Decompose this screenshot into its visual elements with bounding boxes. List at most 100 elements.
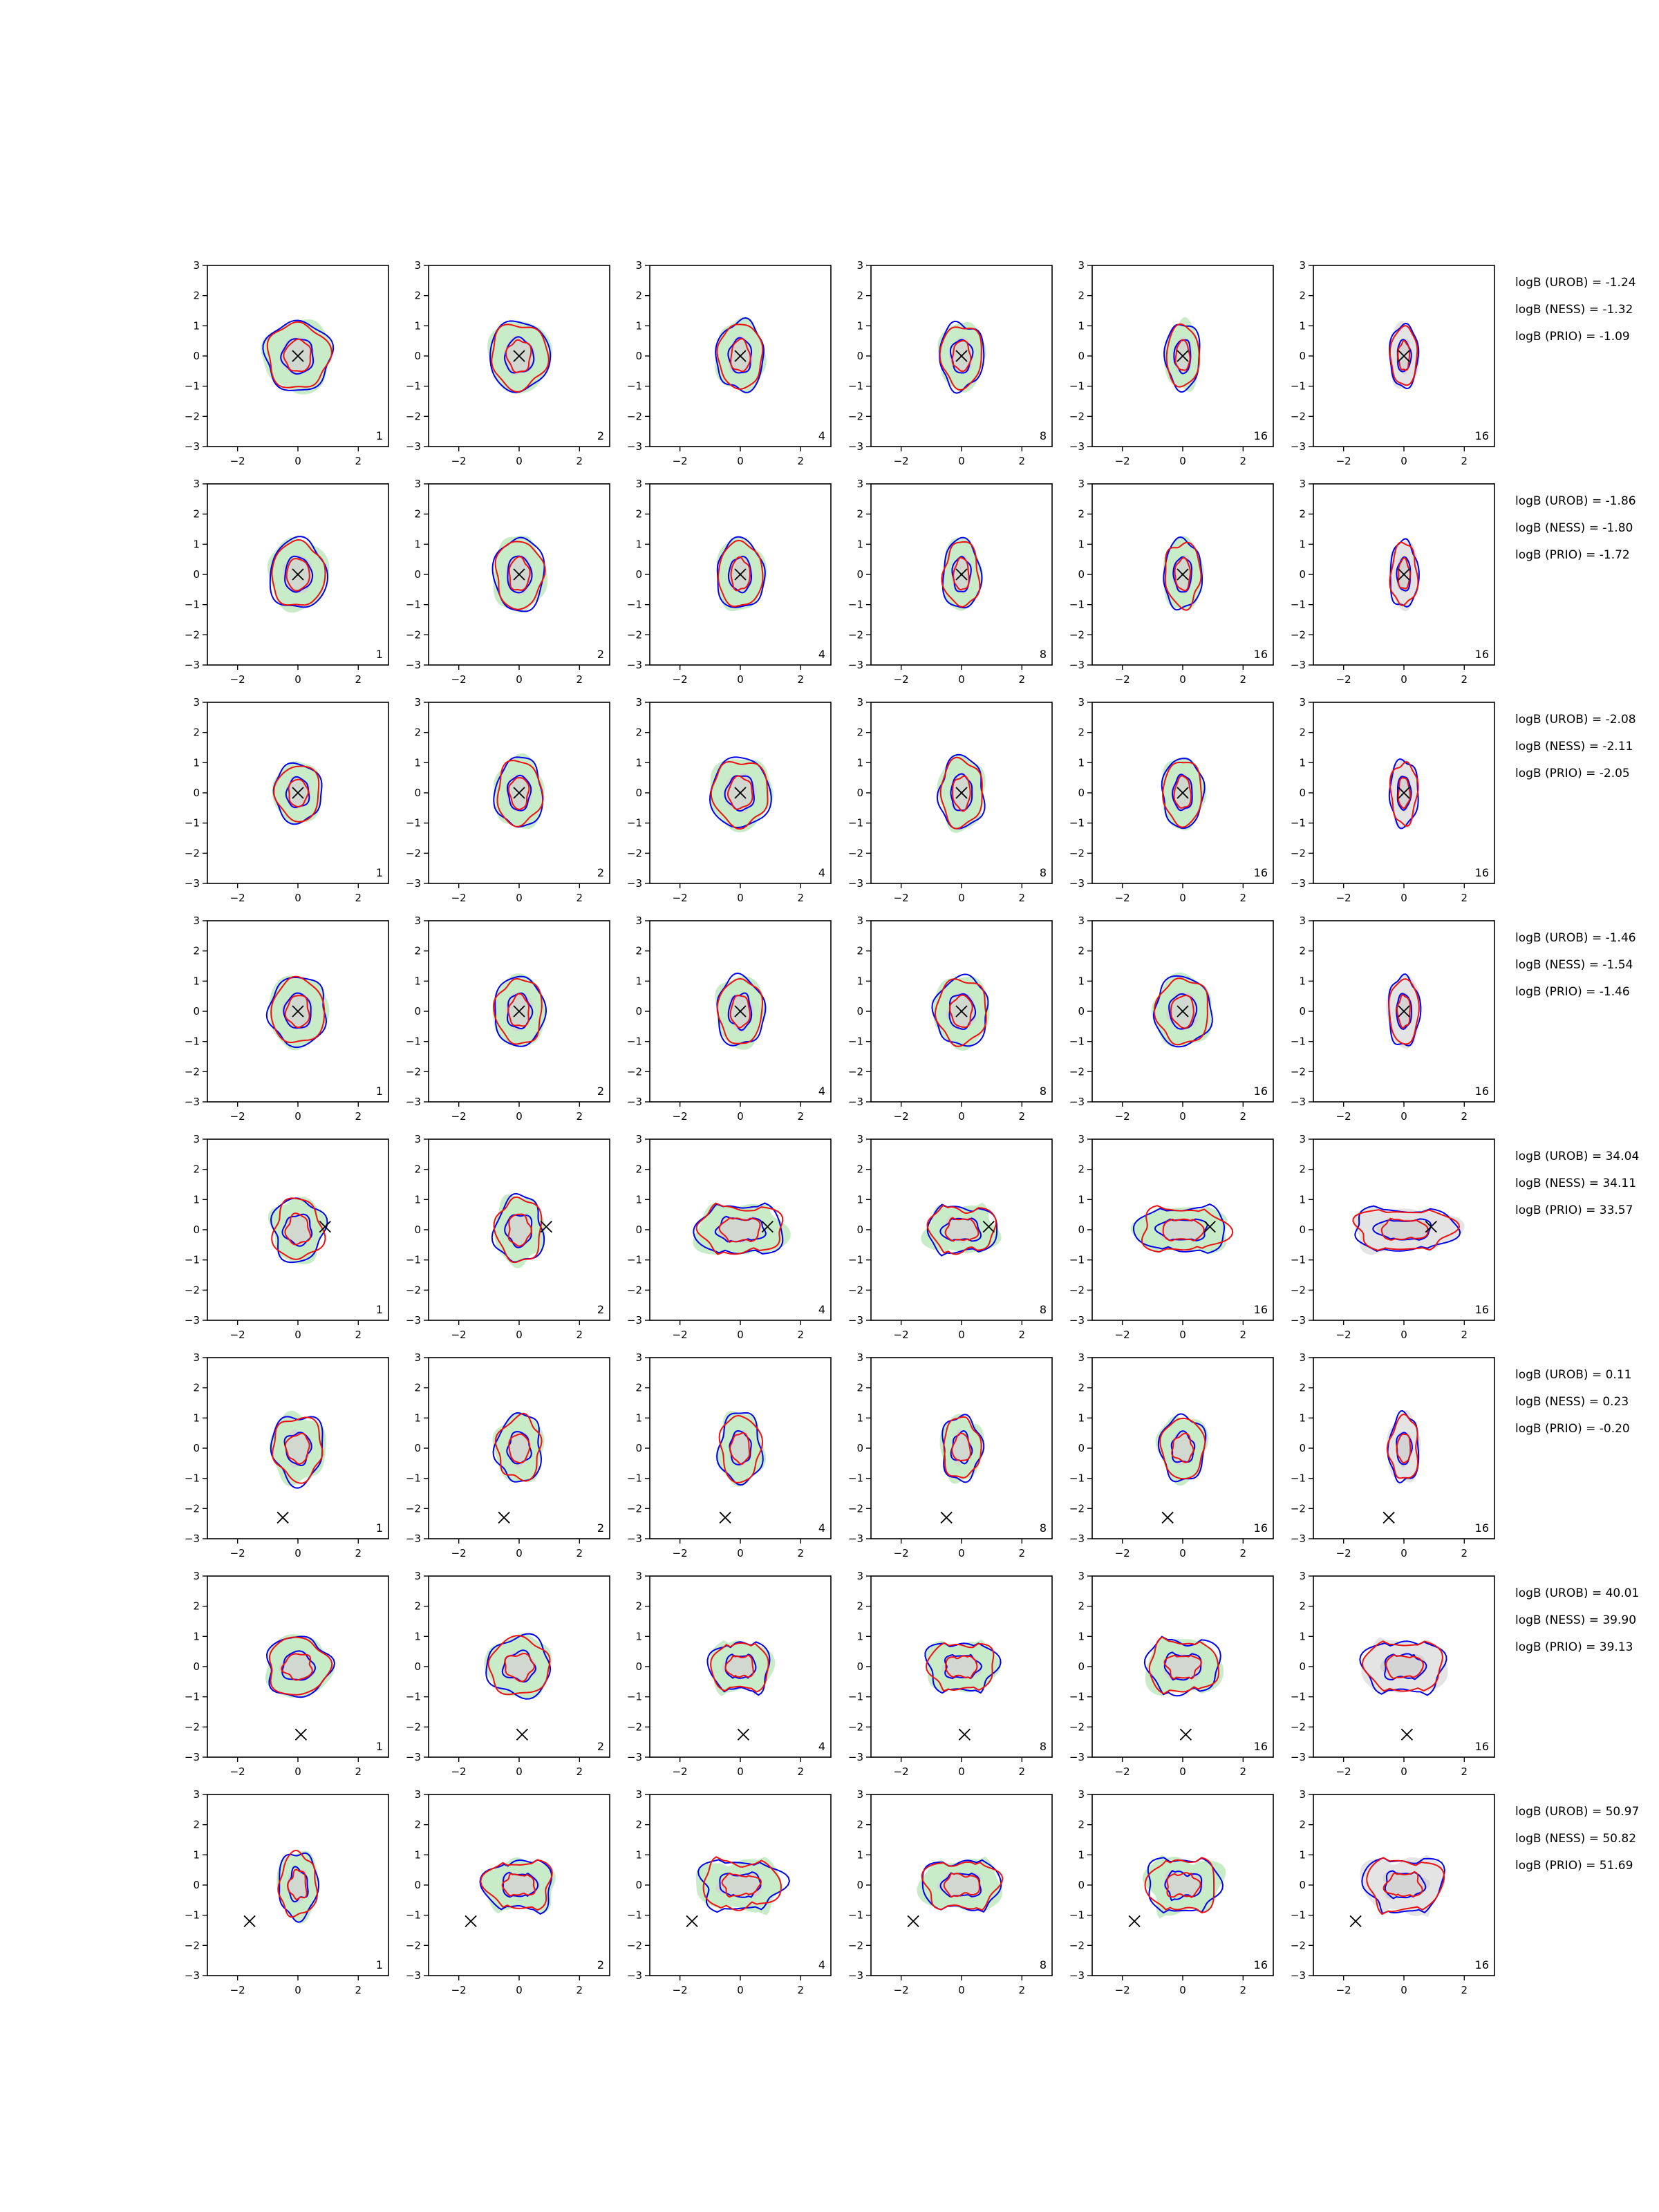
y-tick-label: −1 bbox=[848, 599, 863, 611]
y-tick-label: −2 bbox=[1069, 1721, 1085, 1733]
x-tick-label: −2 bbox=[894, 892, 909, 904]
panel-number-label: 2 bbox=[597, 1958, 604, 1971]
y-tick-label: −3 bbox=[406, 1533, 421, 1545]
logb-annotation: logB (NESS) = 34.11 bbox=[1515, 1177, 1636, 1190]
red-contour-outer bbox=[1144, 1857, 1215, 1914]
y-tick-label: −3 bbox=[1291, 1969, 1306, 1982]
x-tick-label: 0 bbox=[516, 455, 523, 467]
panel-number-label: 16 bbox=[1475, 1303, 1489, 1316]
y-tick-label: −1 bbox=[185, 817, 200, 830]
x-tick-label: 2 bbox=[577, 1110, 583, 1123]
x-tick-label: 0 bbox=[1400, 1984, 1407, 1996]
y-tick-label: −3 bbox=[1291, 1096, 1306, 1108]
logb-annotation: logB (NESS) = -1.80 bbox=[1515, 521, 1633, 535]
panel-r6-c2: −2 0 2 3 2 1 0 −1 −2 −3 2 bbox=[406, 1351, 610, 1559]
x-tick-label: 0 bbox=[1400, 673, 1407, 686]
panel-contours bbox=[276, 1849, 320, 1924]
y-tick-label: 1 bbox=[1299, 319, 1306, 332]
y-tick-label: −2 bbox=[406, 1065, 421, 1078]
y-tick-label: 1 bbox=[414, 1412, 421, 1424]
y-tick-label: 3 bbox=[1078, 696, 1085, 709]
red-contour-outer bbox=[702, 1856, 782, 1911]
y-tick-label: 3 bbox=[635, 915, 642, 927]
x-tick-label: −2 bbox=[1336, 1765, 1351, 1778]
x-tick-label: −2 bbox=[230, 673, 245, 686]
x-tick-label: 2 bbox=[577, 1329, 583, 1341]
red-contour-inner bbox=[729, 1432, 751, 1465]
red-contour-outer bbox=[695, 1202, 784, 1255]
panel-r1-c4: −2 0 2 3 2 1 0 −1 −2 −3 8 bbox=[848, 259, 1053, 467]
panel-contours bbox=[1352, 1205, 1465, 1255]
x-tick-label: 2 bbox=[1461, 455, 1468, 467]
filled-density-inner bbox=[501, 1872, 541, 1897]
y-tick-label: −1 bbox=[627, 1909, 642, 1922]
y-tick-label: 1 bbox=[635, 319, 642, 332]
panel-contours bbox=[695, 1856, 791, 1915]
x-tick-label: −2 bbox=[1336, 673, 1351, 686]
x-tick-label: 2 bbox=[577, 892, 583, 904]
blue-contour-outer bbox=[1361, 1857, 1445, 1915]
y-tick-label: 3 bbox=[1299, 1788, 1306, 1801]
y-tick-label: 3 bbox=[856, 1351, 863, 1364]
x-tick-label: −2 bbox=[1115, 673, 1130, 686]
y-tick-label: 3 bbox=[1078, 915, 1085, 927]
y-tick-label: −3 bbox=[1069, 659, 1085, 671]
panel-contours bbox=[479, 1857, 556, 1915]
x-tick-label: 2 bbox=[1240, 1765, 1247, 1778]
panel-number-label: 16 bbox=[1254, 429, 1268, 442]
y-tick-label: −3 bbox=[185, 1096, 200, 1108]
red-contour-outer bbox=[943, 1416, 982, 1479]
red-contour-inner bbox=[283, 338, 312, 373]
y-tick-label: 0 bbox=[1299, 1005, 1306, 1018]
y-tick-label: 3 bbox=[414, 259, 421, 272]
y-tick-label: 1 bbox=[635, 538, 642, 550]
y-tick-label: −2 bbox=[1069, 847, 1085, 859]
y-tick-label: 1 bbox=[1299, 1412, 1306, 1424]
red-contour-inner bbox=[944, 1217, 980, 1242]
logb-annotation: logB (UROB) = 40.01 bbox=[1515, 1586, 1639, 1600]
y-tick-label: 0 bbox=[1078, 1224, 1085, 1236]
x-tick-label: −2 bbox=[894, 1110, 909, 1123]
y-tick-label: 1 bbox=[193, 1412, 200, 1424]
true-parameter-marker bbox=[498, 1511, 510, 1524]
x-tick-label: −2 bbox=[673, 1110, 688, 1123]
red-contour-outer bbox=[1389, 761, 1419, 827]
x-tick-label: 0 bbox=[958, 1765, 965, 1778]
red-contour-inner bbox=[1166, 1872, 1201, 1899]
red-contour-inner bbox=[724, 1654, 754, 1678]
x-tick-label: −2 bbox=[230, 1765, 245, 1778]
x-tick-label: 0 bbox=[1400, 892, 1407, 904]
blue-contour-inner bbox=[281, 1213, 313, 1247]
panel-number-label: 16 bbox=[1475, 1085, 1489, 1098]
y-tick-label: 3 bbox=[856, 1570, 863, 1582]
y-tick-label: 2 bbox=[856, 727, 863, 739]
y-tick-label: −3 bbox=[1069, 1751, 1085, 1763]
panel-contours bbox=[693, 1202, 791, 1255]
red-contour-outer bbox=[716, 977, 764, 1044]
red-contour-outer bbox=[710, 1642, 769, 1693]
x-tick-label: 2 bbox=[1240, 892, 1247, 904]
y-tick-label: 3 bbox=[1078, 478, 1085, 490]
y-tick-label: 3 bbox=[414, 696, 421, 709]
panel-r8-c2: −2 0 2 3 2 1 0 −1 −2 −3 2 bbox=[406, 1788, 610, 1996]
y-tick-label: −3 bbox=[1291, 1314, 1306, 1327]
x-tick-label: 0 bbox=[1179, 1765, 1186, 1778]
true-parameter-marker bbox=[294, 1728, 308, 1741]
x-tick-label: 0 bbox=[737, 1984, 744, 1996]
red-contour-outer bbox=[487, 1635, 551, 1696]
panel-r5-c4: −2 0 2 3 2 1 0 −1 −2 −3 8 bbox=[848, 1133, 1053, 1341]
y-tick-label: 0 bbox=[635, 1224, 642, 1236]
red-contour-inner bbox=[287, 1868, 308, 1900]
x-tick-label: 2 bbox=[1019, 1329, 1026, 1341]
y-tick-label: −2 bbox=[406, 1284, 421, 1296]
panel-number-label: 16 bbox=[1475, 866, 1489, 879]
y-tick-label: −3 bbox=[185, 659, 200, 671]
y-tick-label: 1 bbox=[856, 538, 863, 550]
panel-number-label: 16 bbox=[1254, 1085, 1268, 1098]
panel-r8-c5: −2 0 2 3 2 1 0 −1 −2 −3 16 bbox=[1069, 1788, 1274, 1996]
y-tick-label: 0 bbox=[1078, 1879, 1085, 1891]
x-tick-label: 2 bbox=[577, 673, 583, 686]
y-tick-label: 3 bbox=[193, 1570, 200, 1582]
y-tick-label: 2 bbox=[193, 1819, 200, 1831]
blue-contour-outer bbox=[279, 1852, 320, 1923]
